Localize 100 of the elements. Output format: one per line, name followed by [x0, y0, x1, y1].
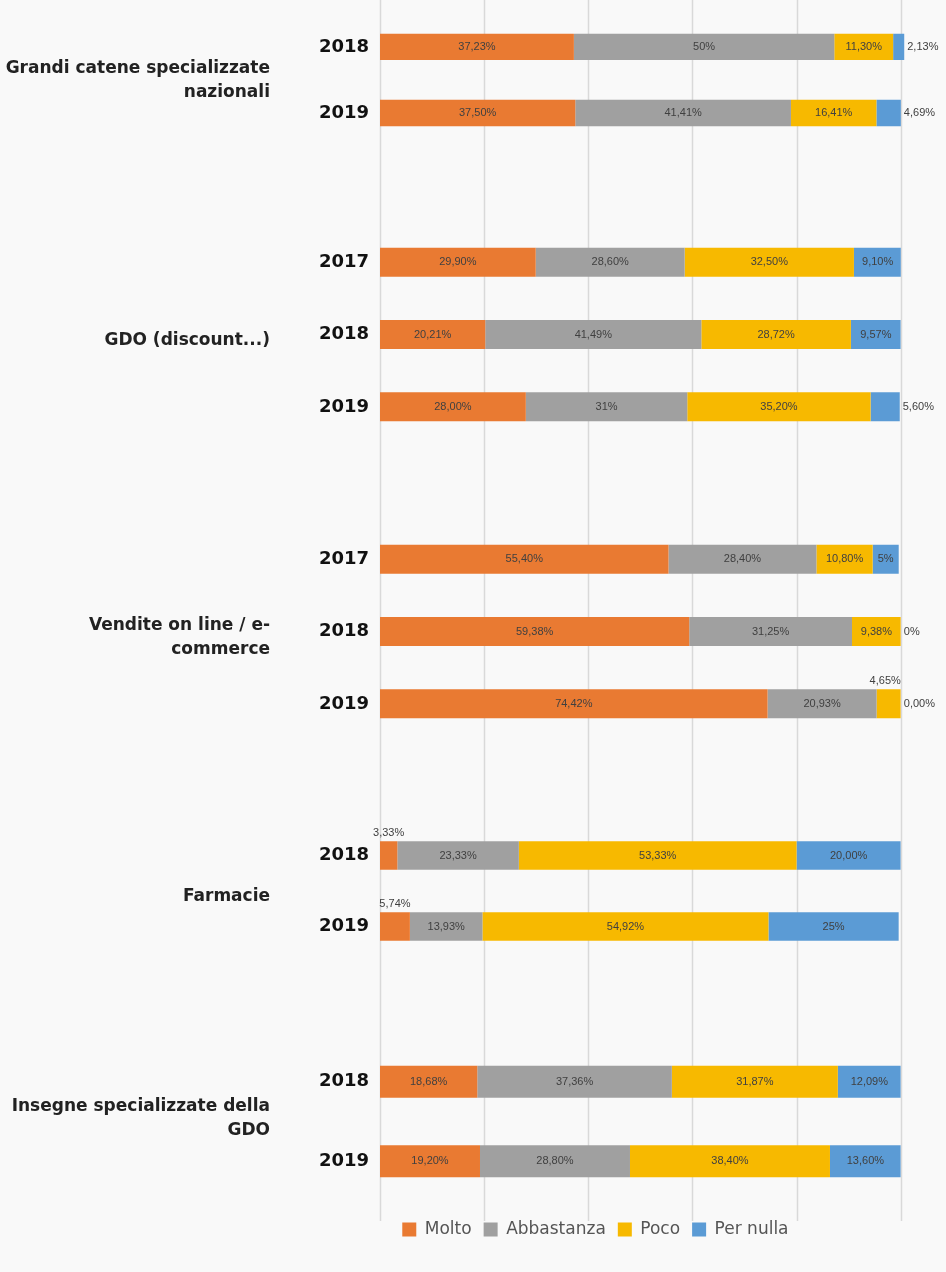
bar [687, 392, 871, 422]
data-label: 9,38% [860, 624, 893, 637]
bar [573, 33, 835, 61]
y-tick-label: 2019 [318, 1148, 369, 1170]
data-label: 35,20% [760, 399, 798, 412]
bar [380, 544, 669, 574]
data-label: 4,65% [869, 674, 902, 687]
data-label: 4,69% [903, 105, 936, 118]
bar [380, 99, 576, 127]
bar [380, 689, 768, 719]
data-label: 20,21% [413, 327, 452, 340]
y-tick-label: 2019 [318, 914, 369, 936]
data-label: 55,40% [505, 552, 544, 565]
y-tick-label: 2018 [318, 1069, 369, 1091]
bar [485, 320, 702, 349]
data-label: 28,80% [536, 1154, 574, 1167]
data-label: 0,00% [903, 696, 936, 709]
data-label: 20,93% [803, 696, 841, 709]
bar [796, 841, 901, 870]
text: GDO (discount...) [103, 327, 270, 351]
bar [518, 841, 797, 870]
data-label: 3,33% [373, 826, 405, 839]
data-label: 31,25% [751, 624, 790, 637]
bar [380, 33, 574, 61]
bar [380, 247, 536, 277]
data-label: 41,41% [664, 105, 702, 118]
y-tick-label: 2018 [318, 843, 369, 865]
bar [477, 1065, 672, 1098]
bar [684, 247, 854, 277]
bar [380, 1065, 478, 1098]
y-tick-label: 2019 [318, 100, 369, 122]
bar [768, 912, 899, 941]
text: Insegne specializzate della GDO [10, 1094, 270, 1141]
data-label: 54,92% [606, 919, 645, 932]
bar [767, 689, 877, 719]
bar [790, 99, 877, 127]
data-label: 41,49% [574, 327, 613, 340]
data-label: 0% [903, 624, 920, 637]
bar [575, 99, 791, 127]
y-tick-label: 2019 [318, 394, 369, 416]
bar [629, 1145, 830, 1178]
data-label: 23,33% [439, 848, 477, 861]
y-tick-label: 2018 [318, 619, 369, 641]
bar [876, 689, 901, 719]
data-label: 31,87% [736, 1074, 774, 1087]
data-label: 74,42% [555, 696, 593, 709]
bar [876, 99, 901, 127]
text: Farmacie [181, 884, 270, 907]
data-label: 37,50% [458, 105, 497, 118]
data-label: 59,38% [515, 624, 554, 637]
data-label: 31% [595, 399, 618, 412]
y-tick-label: 2019 [318, 691, 369, 713]
legend-label: Abbastanza [506, 1217, 606, 1238]
data-label: 38,40% [711, 1154, 749, 1167]
bar [668, 544, 817, 574]
bar [380, 392, 526, 422]
data-label: 32,50% [750, 255, 789, 268]
data-label: 12,09% [850, 1074, 889, 1087]
data-label: 50% [693, 39, 716, 52]
y-tick-label: 2017 [318, 249, 369, 271]
bar [409, 912, 483, 941]
bar [701, 320, 851, 349]
data-label: 37,23% [458, 39, 496, 52]
bar [829, 1145, 901, 1178]
bar [525, 392, 688, 422]
legend-label: Per nulla [714, 1217, 789, 1238]
legend-label: Molto [424, 1217, 472, 1238]
data-label: 28,00% [434, 399, 472, 412]
bar [837, 1065, 901, 1098]
data-label: 19,20% [411, 1154, 449, 1167]
bar [671, 1065, 838, 1098]
data-label: 9,10% [862, 255, 894, 268]
bar [380, 912, 410, 941]
y-tick-label: 2018 [318, 34, 369, 56]
bar [479, 1145, 630, 1178]
data-label: 18,68% [409, 1074, 448, 1087]
data-label: 13,93% [427, 919, 466, 932]
bar [397, 841, 519, 870]
data-label: 11,30% [845, 39, 883, 52]
bar [380, 841, 398, 870]
bar [535, 247, 685, 277]
data-label: 5% [877, 552, 894, 565]
y-tick-label: 2017 [318, 546, 369, 568]
data-label: 13,60% [846, 1154, 885, 1167]
bar [689, 617, 852, 646]
bar [380, 617, 690, 646]
legend-label: Poco [640, 1217, 681, 1238]
data-label: 2,13% [907, 39, 939, 52]
data-label: 5,60% [902, 399, 935, 412]
text: Vendite on line / e-commerce [87, 612, 270, 660]
data-label: 37,36% [555, 1074, 594, 1087]
bar [893, 33, 905, 61]
data-label: 53,33% [639, 848, 677, 861]
data-label: 25% [822, 919, 845, 932]
y-tick-label: 2018 [318, 322, 369, 344]
text: Grandi catene specializzate nazionali [4, 56, 270, 103]
bar [380, 320, 486, 349]
data-label: 28,60% [591, 255, 630, 268]
data-label: 28,40% [723, 552, 762, 565]
data-label: 16,41% [815, 105, 853, 118]
